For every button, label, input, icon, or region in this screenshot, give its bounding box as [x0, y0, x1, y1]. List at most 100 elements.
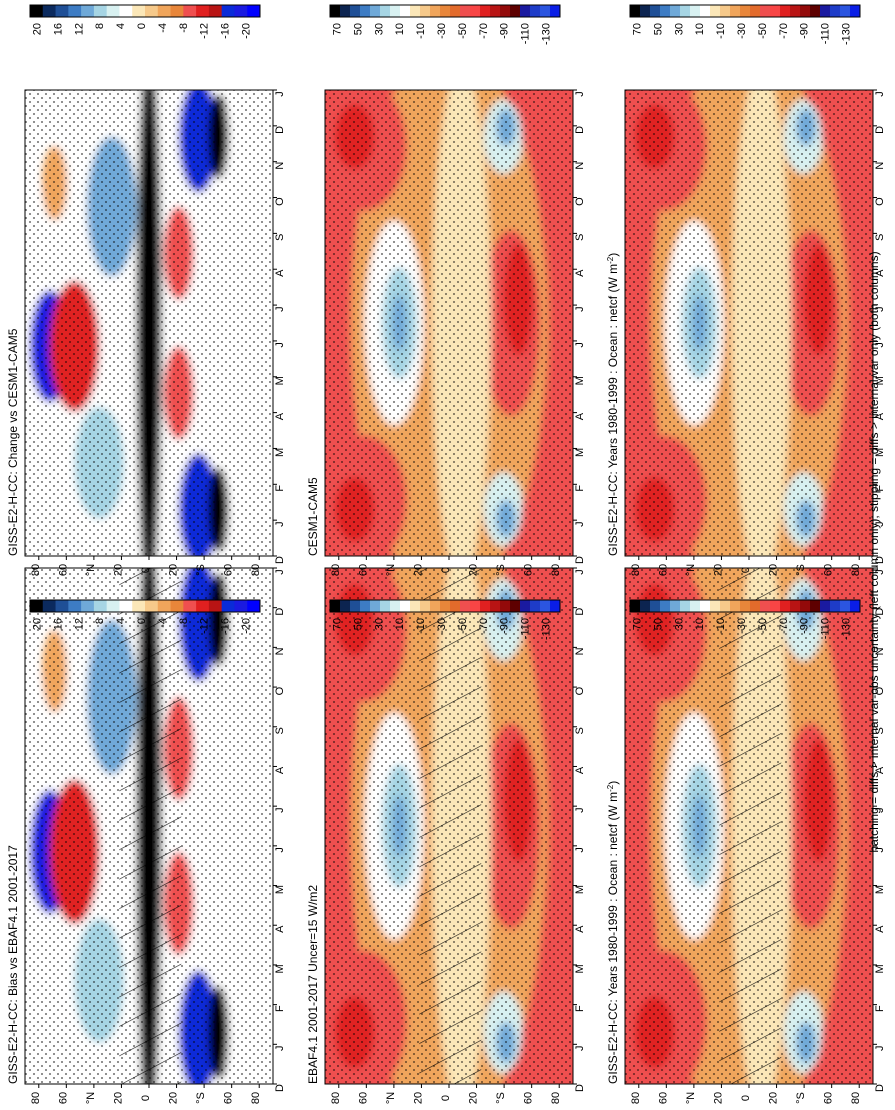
colorbar-swatch	[750, 5, 761, 17]
y-tick-label: D	[274, 1084, 286, 1092]
colorbar-swatch	[530, 5, 541, 17]
colorbar-swatch	[680, 5, 691, 17]
x-tick-label: 0	[440, 1095, 452, 1101]
x-tick-label: 20	[168, 1092, 180, 1104]
x-tick-label: 20	[412, 1092, 424, 1104]
colorbar-swatch	[840, 5, 851, 17]
colorbar-giss-right: 70 50 30 10 -10 -30 -50 -70 -90 -110 -130	[629, 599, 861, 640]
colorbar-label: 12	[73, 23, 85, 35]
colorbar-label: -50	[757, 618, 769, 634]
x-tick-label: 80	[330, 564, 342, 576]
colorbar-swatch	[170, 600, 184, 612]
y-tick-label: J	[574, 1046, 586, 1052]
stippling	[25, 90, 273, 556]
y-tick-label: A	[274, 925, 286, 933]
colorbar-label: -16	[220, 618, 232, 634]
y-tick-label: N	[874, 162, 886, 170]
colorbar-label: -70	[478, 23, 490, 39]
y-tick-label: N	[274, 162, 286, 170]
x-tick-label: °N	[385, 1092, 397, 1104]
x-tick-label: 60	[57, 564, 69, 576]
y-tick-label: D	[874, 556, 886, 564]
x-tick-label: 80	[550, 1092, 562, 1104]
colorbar-swatch	[183, 5, 197, 17]
colorbar-swatch	[221, 5, 235, 17]
stippling	[625, 90, 873, 556]
x-tick-label: 80	[550, 564, 562, 576]
y-tick-label: M	[874, 376, 886, 385]
colorbar-swatch	[68, 5, 82, 17]
colorbar-change-cesm: 20 16 12 8 4 0 -4 -8 -12 -16 -20	[29, 599, 261, 634]
panel-title: GISS-E2-H-CC: Years 1980-1999 : Ocean : …	[606, 253, 621, 556]
y-tick-label: M	[574, 885, 586, 894]
colorbar-swatch	[700, 600, 711, 612]
x-tick-label: 80	[250, 564, 262, 576]
x-tick-label: 20	[712, 564, 724, 576]
y-tick-label: D	[574, 556, 586, 564]
colorbar-swatch	[630, 5, 641, 17]
colorbar-label: -90	[499, 618, 511, 634]
colorbar-label: 30	[673, 618, 685, 630]
colorbar-label: 8	[94, 23, 106, 29]
x-tick-label: °N	[85, 564, 97, 576]
colorbar-swatch	[480, 5, 491, 17]
y-tick-label: A	[874, 269, 886, 277]
colorbar-swatch	[780, 600, 791, 612]
colorbar-label: 30	[373, 23, 385, 35]
colorbar-swatch	[730, 5, 741, 17]
y-tick-label: D	[574, 608, 586, 616]
y-tick-label: D	[874, 126, 886, 134]
colorbar-swatch	[460, 5, 471, 17]
colorbar-swatch	[490, 5, 501, 17]
colorbar-swatch	[710, 600, 721, 612]
colorbar-swatch	[81, 5, 95, 17]
colorbar-label: 0	[136, 23, 148, 29]
colorbar-swatch	[93, 600, 108, 612]
colorbar-swatch	[370, 600, 381, 612]
colorbar-label: -10	[715, 618, 727, 634]
y-tick-label: O	[574, 197, 586, 206]
colorbar-label: -30	[736, 23, 748, 39]
heatmap-field	[25, 568, 273, 1084]
colorbar-swatch	[119, 600, 133, 612]
x-tick-label: 80	[630, 564, 642, 576]
colorbar-label: -10	[715, 23, 727, 39]
colorbar-swatch	[550, 5, 561, 17]
y-tick-label: J	[274, 847, 286, 853]
panel-title: GISS-E2-H-CC: Years 1980-1999 : Ocean : …	[606, 781, 621, 1084]
colorbar-label: -90	[799, 618, 811, 634]
colorbar-swatch	[42, 5, 57, 17]
y-tick-label: A	[574, 269, 586, 277]
colorbar-swatch	[650, 600, 661, 612]
y-tick-label: J	[874, 306, 886, 312]
colorbar-swatch	[470, 600, 481, 612]
y-tick-label: J	[274, 1046, 286, 1052]
colorbar-swatch	[500, 600, 511, 612]
colorbar-label: -130	[541, 618, 553, 640]
colorbar-label: 10	[394, 618, 406, 630]
x-tick-label: 80	[330, 1092, 342, 1104]
y-tick-label: F	[574, 1005, 586, 1012]
colorbar-swatch	[500, 5, 511, 17]
colorbar-label: -110	[520, 23, 532, 44]
colorbar-swatch	[740, 5, 751, 17]
colorbar-swatch	[247, 600, 261, 612]
colorbar-label: -4	[157, 23, 169, 33]
panel-cesm-model: 80 60 °N 20 0 20 °S 60 80DJFMAMJJASONDJCESM1-CAM…	[306, 89, 586, 576]
y-tick-label: S	[274, 234, 286, 241]
y-tick-label: J	[574, 569, 586, 575]
colorbar-label: 0	[136, 618, 148, 624]
colorbar-swatch	[770, 600, 781, 612]
y-tick-label: O	[874, 686, 886, 695]
colorbar-label: -16	[220, 23, 232, 39]
colorbar-swatch	[420, 600, 431, 612]
panel-giss-right: 80 60 °N 20 0 20 °S 60 80DJFMAMJJASONDJGISS-E2-H…	[606, 89, 886, 576]
colorbar-swatch	[830, 5, 841, 17]
colorbar-label: -130	[541, 23, 553, 45]
colorbar-swatch	[700, 5, 711, 17]
colorbar-swatch	[470, 5, 481, 17]
x-tick-label: 20	[112, 564, 124, 576]
x-tick-label: 60	[823, 564, 835, 576]
colorbar-swatch	[370, 5, 381, 17]
x-tick-label: 20	[468, 1092, 480, 1104]
